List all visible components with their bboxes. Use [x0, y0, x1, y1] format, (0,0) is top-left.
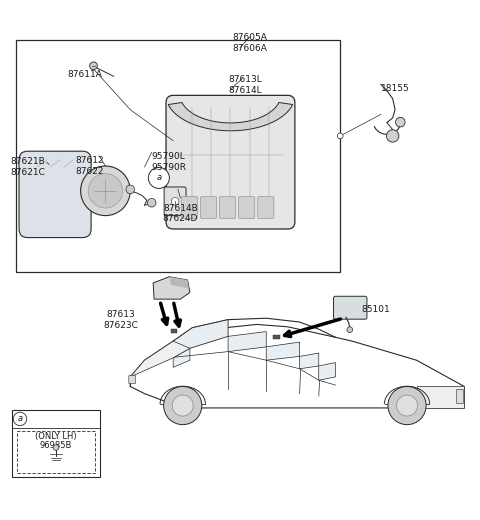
Text: a: a	[17, 414, 23, 423]
Circle shape	[171, 198, 179, 205]
Text: a: a	[156, 173, 161, 183]
Circle shape	[396, 118, 405, 127]
Text: (ONLY LH): (ONLY LH)	[35, 432, 77, 441]
Circle shape	[90, 62, 97, 70]
FancyBboxPatch shape	[219, 197, 236, 218]
Bar	[17, 431, 96, 473]
Polygon shape	[228, 332, 266, 352]
Circle shape	[386, 129, 399, 142]
FancyBboxPatch shape	[258, 197, 274, 218]
Circle shape	[13, 412, 27, 425]
FancyBboxPatch shape	[129, 375, 135, 384]
Polygon shape	[417, 386, 464, 408]
Circle shape	[148, 167, 169, 188]
Circle shape	[347, 327, 353, 332]
Text: 96985B: 96985B	[40, 441, 72, 450]
FancyBboxPatch shape	[181, 197, 198, 218]
FancyBboxPatch shape	[200, 197, 216, 218]
FancyBboxPatch shape	[239, 197, 255, 218]
Bar	[12, 410, 100, 477]
Circle shape	[147, 199, 156, 207]
Circle shape	[53, 445, 59, 450]
Polygon shape	[168, 102, 293, 131]
Polygon shape	[319, 362, 336, 380]
Text: 85101: 85101	[362, 305, 390, 314]
Circle shape	[88, 174, 122, 208]
Bar	[171, 329, 178, 333]
Polygon shape	[173, 348, 190, 367]
Polygon shape	[266, 342, 300, 360]
Circle shape	[337, 133, 343, 139]
FancyBboxPatch shape	[166, 95, 295, 229]
Text: 87621B
87621C: 87621B 87621C	[10, 158, 45, 177]
Circle shape	[388, 386, 426, 425]
Text: 95790L
95790R: 95790L 95790R	[152, 152, 187, 172]
Circle shape	[126, 185, 134, 193]
Polygon shape	[300, 353, 319, 369]
Circle shape	[81, 166, 130, 216]
Text: 87611A: 87611A	[68, 70, 102, 79]
Polygon shape	[173, 320, 228, 358]
FancyBboxPatch shape	[334, 296, 367, 319]
Text: 87614B
87624D: 87614B 87624D	[163, 204, 198, 224]
Polygon shape	[169, 277, 189, 289]
Bar	[274, 335, 280, 339]
Text: 87613L
87614L: 87613L 87614L	[228, 75, 262, 95]
Text: 18155: 18155	[381, 84, 409, 94]
Text: 87605A
87606A: 87605A 87606A	[232, 33, 267, 53]
Bar	[16, 41, 340, 272]
Polygon shape	[130, 341, 190, 377]
Circle shape	[396, 395, 418, 416]
FancyBboxPatch shape	[456, 389, 463, 404]
FancyBboxPatch shape	[19, 151, 91, 238]
Text: 87613
87623C: 87613 87623C	[103, 310, 138, 330]
Text: 87612
87622: 87612 87622	[75, 156, 104, 176]
Circle shape	[172, 395, 193, 416]
Circle shape	[164, 386, 202, 425]
Polygon shape	[130, 324, 464, 408]
FancyBboxPatch shape	[164, 187, 186, 216]
Polygon shape	[153, 277, 190, 299]
